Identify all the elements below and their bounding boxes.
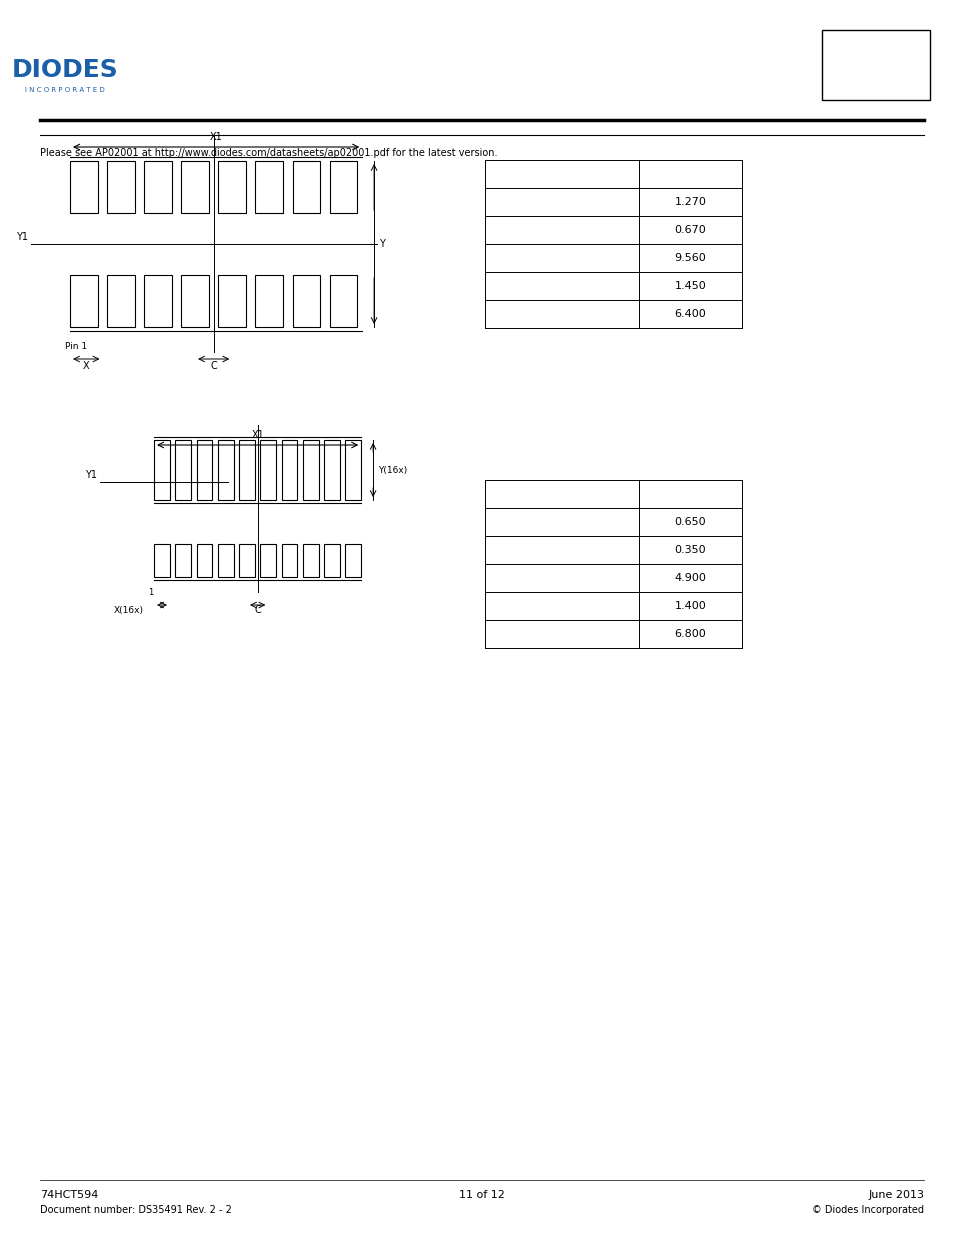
Bar — [260, 543, 276, 577]
Bar — [255, 275, 283, 327]
Bar — [181, 275, 209, 327]
Bar — [293, 161, 320, 212]
Bar — [330, 275, 357, 327]
Text: 9.560: 9.560 — [674, 253, 705, 263]
Bar — [70, 161, 97, 212]
Text: June 2013: June 2013 — [867, 1191, 923, 1200]
Bar — [154, 440, 170, 500]
Bar — [175, 440, 191, 500]
Text: 0.350: 0.350 — [674, 545, 705, 555]
Bar — [154, 543, 170, 577]
Bar — [260, 440, 276, 500]
Bar — [144, 275, 172, 327]
Text: Document number: DS35491 Rev. 2 - 2: Document number: DS35491 Rev. 2 - 2 — [40, 1205, 232, 1215]
Bar — [107, 161, 134, 212]
Text: 74HCT594: 74HCT594 — [40, 1191, 99, 1200]
Text: © Diodes Incorporated: © Diodes Incorporated — [812, 1205, 923, 1215]
Text: Pin 1: Pin 1 — [65, 342, 87, 351]
Text: 6.400: 6.400 — [674, 309, 705, 319]
Text: C: C — [210, 361, 217, 370]
Bar — [181, 161, 209, 212]
Text: Y1: Y1 — [85, 471, 96, 480]
Text: X1: X1 — [210, 132, 222, 142]
Text: X(16x): X(16x) — [114, 606, 144, 615]
Text: I N C O R P O R A T E D: I N C O R P O R A T E D — [25, 86, 105, 93]
Bar — [218, 275, 246, 327]
Bar — [217, 440, 233, 500]
Text: DIODES: DIODES — [11, 58, 118, 82]
Bar — [281, 440, 297, 500]
Bar — [196, 543, 213, 577]
Text: X1: X1 — [251, 430, 264, 440]
Bar — [217, 543, 233, 577]
Bar — [175, 543, 191, 577]
Text: C: C — [254, 605, 261, 615]
Bar — [345, 440, 361, 500]
Bar — [303, 440, 318, 500]
Text: Please see AP02001 at http://www.diodes.com/datasheets/ap02001.pdf for the lates: Please see AP02001 at http://www.diodes.… — [40, 148, 497, 158]
Bar — [239, 543, 254, 577]
Bar — [239, 440, 254, 500]
Bar — [70, 275, 97, 327]
Text: Y(16x): Y(16x) — [377, 466, 407, 474]
Text: 6.800: 6.800 — [674, 629, 705, 638]
Bar — [324, 543, 339, 577]
Bar — [281, 543, 297, 577]
Bar — [303, 543, 318, 577]
Text: 0.670: 0.670 — [674, 225, 705, 235]
Text: 1.450: 1.450 — [674, 282, 705, 291]
Bar — [324, 440, 339, 500]
Bar — [345, 543, 361, 577]
Bar — [218, 161, 246, 212]
Text: Y1: Y1 — [15, 232, 28, 242]
Text: 1.270: 1.270 — [674, 198, 706, 207]
Bar — [293, 275, 320, 327]
Text: 1.400: 1.400 — [674, 601, 705, 611]
Bar — [330, 161, 357, 212]
FancyBboxPatch shape — [821, 30, 929, 100]
Text: 0.650: 0.650 — [674, 517, 705, 527]
Text: 11 of 12: 11 of 12 — [459, 1191, 505, 1200]
Text: X: X — [83, 361, 90, 370]
Text: Y: Y — [378, 240, 384, 249]
Bar — [144, 161, 172, 212]
Bar — [107, 275, 134, 327]
Text: 4.900: 4.900 — [674, 573, 706, 583]
Bar — [196, 440, 213, 500]
Bar — [255, 161, 283, 212]
Text: 1: 1 — [149, 588, 153, 597]
